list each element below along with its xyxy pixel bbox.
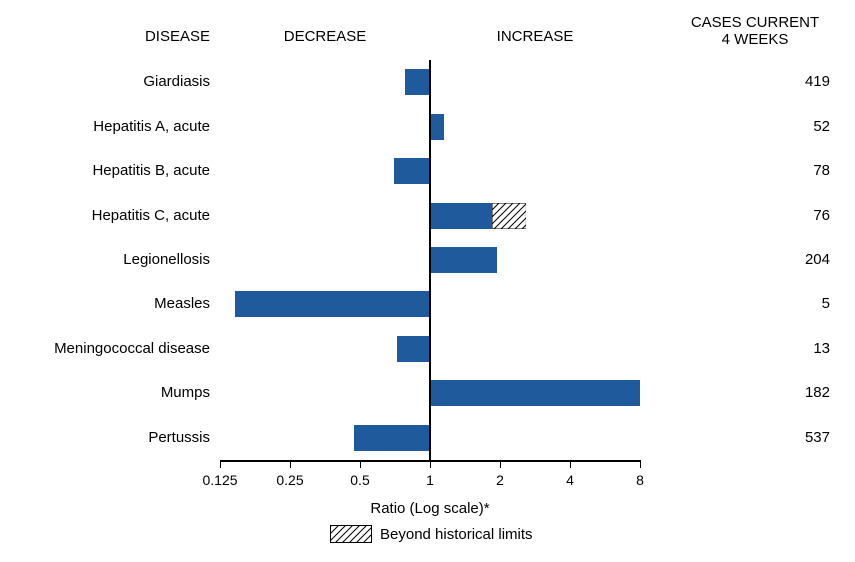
ratio-bar-hatch bbox=[492, 203, 526, 229]
cases-value: 13 bbox=[770, 340, 830, 357]
cases-value: 76 bbox=[770, 207, 830, 224]
axis-tick-label: 0.125 bbox=[202, 472, 237, 488]
disease-label: Hepatitis A, acute bbox=[10, 118, 210, 135]
axis-tick bbox=[290, 460, 291, 468]
axis-tick bbox=[220, 460, 221, 468]
ratio-bar bbox=[430, 247, 497, 273]
cases-value: 537 bbox=[770, 429, 830, 446]
header-cases-line2: 4 WEEKS bbox=[675, 31, 835, 48]
axis-tick bbox=[430, 460, 431, 468]
legend: Beyond historical limits bbox=[330, 525, 533, 543]
ratio-bar bbox=[405, 69, 430, 95]
disease-label: Meningococcal disease bbox=[10, 340, 210, 357]
axis-tick-label: 1 bbox=[426, 472, 434, 488]
legend-swatch-hatch bbox=[330, 525, 372, 543]
axis-tick-label: 8 bbox=[636, 472, 644, 488]
cases-value: 204 bbox=[770, 251, 830, 268]
ratio-bar bbox=[394, 158, 430, 184]
header-disease: DISEASE bbox=[60, 28, 210, 45]
header-increase: INCREASE bbox=[430, 28, 640, 45]
axis-tick-label: 4 bbox=[566, 472, 574, 488]
ratio-bar bbox=[397, 336, 430, 362]
disease-label: Giardiasis bbox=[10, 73, 210, 90]
disease-label: Hepatitis C, acute bbox=[10, 207, 210, 224]
cases-value: 5 bbox=[770, 295, 830, 312]
disease-label: Pertussis bbox=[10, 429, 210, 446]
axis-tick-label: 0.25 bbox=[276, 472, 303, 488]
header-cases-line1: CASES CURRENT bbox=[675, 14, 835, 31]
disease-label: Mumps bbox=[10, 384, 210, 401]
axis-tick bbox=[640, 460, 641, 468]
cases-value: 52 bbox=[770, 118, 830, 135]
disease-ratio-chart: DISEASE DECREASEINCREASE CASES CURRENT4 WE… bbox=[0, 0, 855, 562]
header-cases: CASES CURRENT4 WEEKS bbox=[675, 14, 835, 48]
axis-center-line bbox=[429, 60, 431, 460]
legend-text: Beyond historical limits bbox=[380, 526, 533, 543]
axis-tick bbox=[500, 460, 501, 468]
axis-tick bbox=[360, 460, 361, 468]
cases-value: 78 bbox=[770, 162, 830, 179]
axis-tick bbox=[570, 460, 571, 468]
axis-tick-label: 2 bbox=[496, 472, 504, 488]
disease-label: Hepatitis B, acute bbox=[10, 162, 210, 179]
ratio-bar bbox=[430, 380, 640, 406]
disease-label: Legionellosis bbox=[10, 251, 210, 268]
header-decrease: DECREASE bbox=[220, 28, 430, 45]
ratio-bar bbox=[354, 425, 430, 451]
cases-value: 182 bbox=[770, 384, 830, 401]
axis-tick-label: 0.5 bbox=[350, 472, 369, 488]
axis-x-title: Ratio (Log scale)* bbox=[220, 500, 640, 517]
disease-label: Measles bbox=[10, 295, 210, 312]
ratio-bar bbox=[430, 114, 444, 140]
ratio-bar bbox=[235, 291, 430, 317]
cases-value: 419 bbox=[770, 73, 830, 90]
